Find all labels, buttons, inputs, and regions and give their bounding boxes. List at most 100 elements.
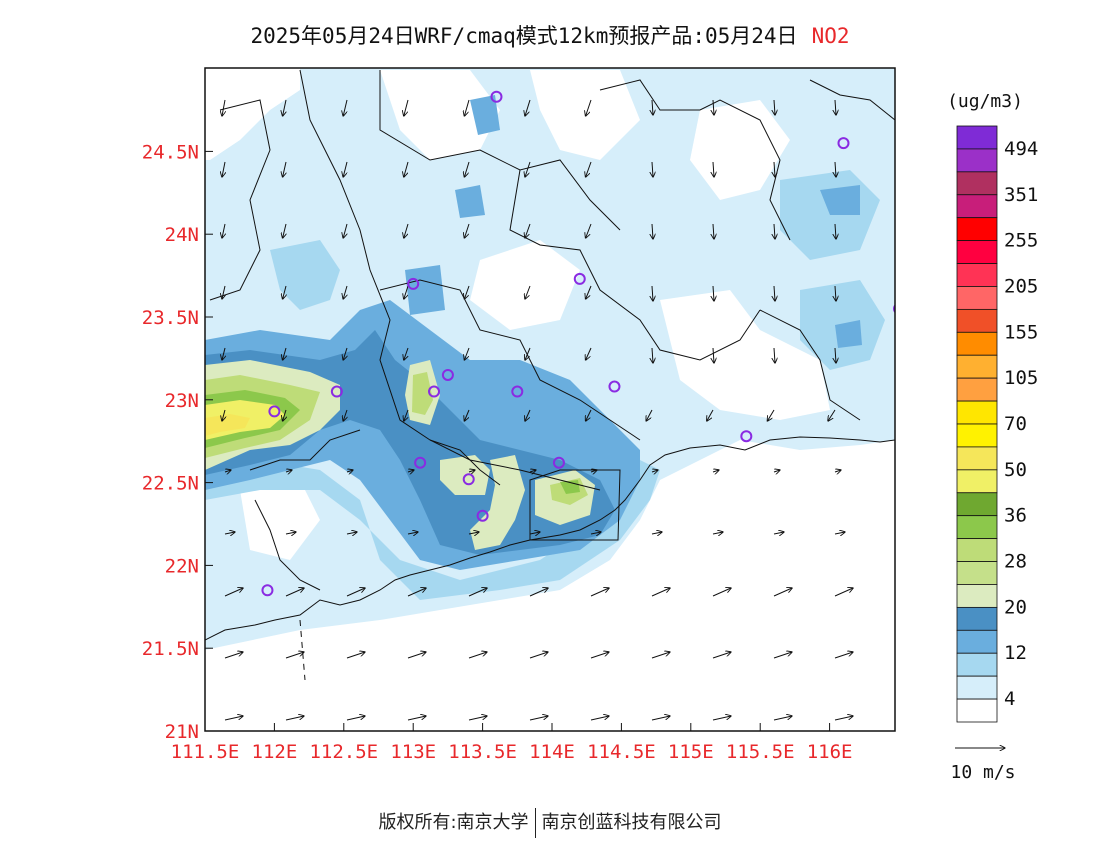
wind-arrow	[285, 652, 304, 659]
wind-arrow	[346, 716, 365, 721]
wind-arrow	[529, 652, 548, 659]
wind-arrow	[283, 347, 286, 360]
wind-arrow	[586, 161, 592, 177]
station-marker	[837, 137, 850, 150]
colorbar-segment	[956, 125, 998, 150]
wind-arrow	[222, 409, 225, 421]
colorbar-segment	[956, 561, 998, 585]
wind-arrow	[283, 223, 286, 238]
wind-arrow	[712, 652, 731, 659]
wind-arrow	[834, 652, 853, 659]
wind-arrow	[343, 285, 347, 299]
lat-tick-label: 23.5N	[142, 307, 199, 329]
wind-arrow	[835, 347, 836, 363]
wind-arrow	[529, 532, 540, 534]
pollutant-name: NO2	[811, 24, 850, 48]
wind-arrow	[407, 532, 418, 534]
wind-arrow	[283, 409, 286, 421]
colorbar-segment	[956, 538, 998, 562]
wind-arrow	[646, 409, 653, 421]
colorbar-label: 50	[1004, 459, 1027, 481]
wind-arrow	[834, 716, 853, 721]
concentration-field	[205, 68, 895, 731]
colorbar-segment	[956, 240, 998, 264]
wind-arrow	[652, 285, 653, 301]
station-marker	[490, 90, 503, 103]
wind-arrow	[464, 223, 470, 238]
colorbar-segment	[956, 194, 998, 219]
wind-arrow	[343, 99, 348, 116]
colorbar-segment	[956, 308, 998, 333]
colorbar-segment	[956, 469, 998, 494]
wind-arrow	[222, 223, 225, 238]
wind-arrow	[222, 285, 225, 299]
longitude-axis: 111.5E 112E 112.5E 113E 113.5E 114E 114.5E 115E…	[171, 723, 852, 763]
wind-arrow	[773, 652, 792, 659]
wind-arrow	[224, 716, 243, 721]
colorbar-segment	[956, 584, 998, 608]
wind-arrow	[586, 223, 592, 238]
colorbar-segment	[956, 263, 998, 287]
colorbar-label: 155	[1004, 321, 1038, 343]
colorbar-segment	[956, 606, 998, 631]
station-marker	[552, 456, 565, 469]
wind-arrow	[590, 652, 609, 659]
latitude-axis: 24.5N 24N 23.5N 23N 22.5N 22N 21.5N 21N	[142, 141, 213, 743]
wind-arrow	[713, 223, 714, 239]
colorbar-segment	[956, 171, 998, 196]
colorbar-segment	[956, 652, 998, 677]
wind-arrow	[224, 588, 243, 597]
colorbar-unit: (ug/m3)	[947, 91, 1023, 112]
wind-arrow	[774, 285, 775, 301]
wind-arrow	[525, 223, 531, 238]
wind-arrow	[283, 285, 286, 299]
lat-tick-label: 21N	[165, 721, 199, 743]
station-marker	[441, 368, 454, 381]
wind-legend-label: 10 m/s	[950, 762, 1015, 783]
wind-arrow	[404, 409, 408, 421]
map-title: 2025年05月24日WRF/cmaq模式12km预报产品:05月24日 NO2	[0, 20, 1100, 50]
footer-left: 版权所有:南京大学	[378, 812, 529, 833]
colorbar-label: 12	[1004, 642, 1027, 664]
colorbar-segment	[956, 492, 998, 517]
copyright-footer: 版权所有:南京大学 南京创蓝科技有限公司	[0, 808, 1100, 838]
station-markers	[261, 90, 895, 597]
colorbar-segment	[956, 354, 998, 379]
station-marker	[407, 277, 420, 290]
lon-tick-label: 112.5E	[309, 741, 378, 763]
lat-tick-label: 24.5N	[142, 141, 199, 163]
colorbar-label: 494	[1004, 138, 1038, 160]
wind-arrow	[590, 532, 601, 534]
wind-arrow	[651, 716, 670, 721]
wind-arrow	[773, 588, 792, 597]
wind-arrow	[224, 470, 231, 472]
wind-arrow	[404, 161, 409, 177]
colorbar-segment	[956, 515, 998, 540]
lat-tick-label: 22.5N	[142, 473, 199, 495]
wind-arrow	[525, 285, 531, 299]
wind-arrow	[651, 652, 670, 659]
wind-arrow	[285, 588, 304, 597]
wind-arrow	[773, 716, 792, 721]
station-marker	[893, 304, 895, 314]
wind-arrow	[343, 409, 347, 421]
wind-arrow	[464, 99, 470, 116]
lon-tick-label: 111.5E	[171, 741, 240, 763]
station-marker	[511, 385, 524, 398]
colorbar-segment	[956, 698, 998, 723]
wind-arrow	[835, 161, 836, 177]
station-marker	[476, 509, 489, 522]
wind-arrow	[343, 223, 347, 238]
lon-tick-label: 112E	[252, 741, 298, 763]
lat-tick-label: 21.5N	[142, 638, 199, 660]
wind-arrow	[222, 99, 225, 116]
wind-arrow	[525, 161, 531, 177]
station-marker	[608, 380, 621, 393]
colorbar-label: 36	[1004, 505, 1027, 527]
wind-arrow	[525, 99, 531, 116]
wind-arrow	[586, 409, 592, 421]
wind-arrow	[404, 347, 409, 360]
wind-arrow	[586, 347, 592, 360]
title-main: 2025年05月24日WRF/cmaq模式12km预报产品:05月24日	[250, 24, 798, 48]
station-marker	[428, 385, 441, 398]
